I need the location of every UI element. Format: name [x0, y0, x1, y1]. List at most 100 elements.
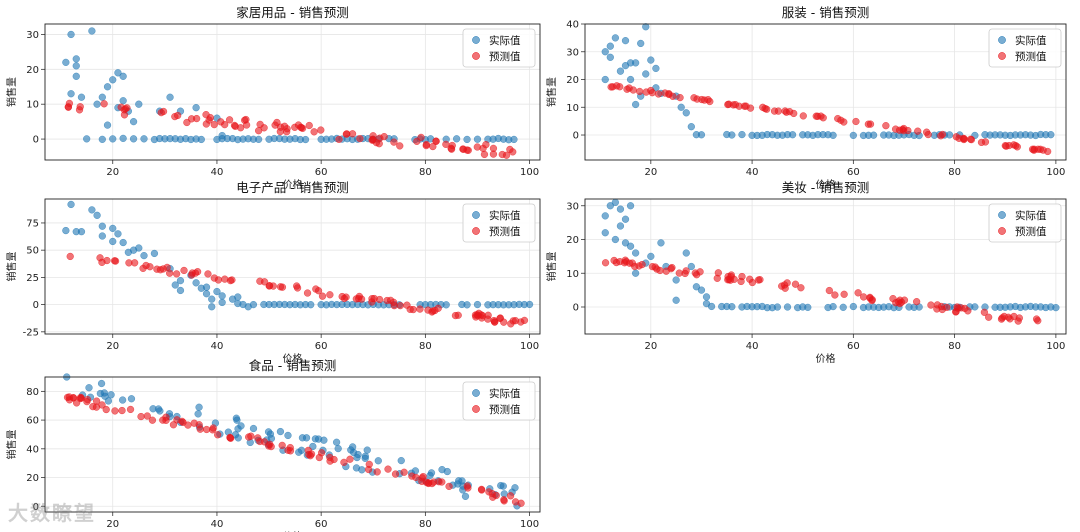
legend-box: [462, 381, 536, 421]
predicted-point: [396, 142, 404, 150]
actual-point: [135, 244, 143, 252]
actual-point: [218, 292, 226, 300]
actual-point: [631, 59, 640, 67]
actual-point: [83, 135, 91, 143]
predicted-point: [260, 278, 269, 286]
x-tick-label: 40: [211, 519, 224, 530]
x-tick-label: 20: [644, 341, 657, 352]
predicted-point: [412, 473, 420, 482]
actual-point: [621, 37, 630, 45]
subplot-title: 家居用品 - 销售预测: [236, 5, 348, 20]
predicted-point: [500, 497, 508, 505]
x-axis-label: 价格: [283, 352, 303, 365]
predicted-point: [738, 272, 746, 281]
actual-point: [672, 276, 680, 284]
predicted-point: [714, 269, 722, 277]
actual-point: [88, 206, 96, 214]
predicted-point: [977, 138, 986, 147]
predicted-point: [89, 402, 97, 411]
predicted-point: [447, 144, 455, 152]
predicted-point: [169, 421, 178, 429]
actual-point: [334, 444, 342, 453]
actual-point: [601, 212, 609, 220]
predicted-point: [653, 265, 661, 273]
actual-point: [687, 123, 695, 131]
predicted-point: [256, 120, 264, 129]
predicted-point: [480, 150, 489, 159]
actual-point: [192, 104, 200, 112]
subplot-title: 电子产品 - 销售预测: [236, 180, 348, 195]
predicted-point: [676, 93, 684, 102]
actual-point: [631, 249, 640, 257]
actual-point: [463, 135, 471, 144]
predicted-point: [952, 133, 960, 141]
plot-frame: [44, 198, 541, 335]
predicted-point: [266, 440, 274, 448]
actual-point: [208, 303, 216, 311]
actual-point: [140, 251, 148, 260]
predicted-point: [1010, 312, 1018, 321]
predicted-point: [98, 258, 106, 266]
x-tick-label: 20: [106, 519, 119, 530]
predicted-point: [413, 137, 421, 145]
actual-point: [176, 277, 185, 285]
x-tick-label: 60: [315, 341, 328, 352]
actual-point: [738, 130, 746, 139]
predicted-point: [825, 286, 834, 295]
y-tick-label: 0: [33, 300, 39, 311]
y-tick-label: 20: [566, 235, 579, 246]
actual-point: [67, 90, 75, 98]
predicted-point: [432, 137, 440, 145]
y-axis-label: 销售量: [5, 252, 18, 282]
predicted-point: [506, 145, 514, 154]
y-tick-label: 40: [26, 444, 39, 455]
predicted-point: [797, 284, 805, 292]
predicted-point: [517, 499, 525, 507]
actual-point: [849, 131, 857, 140]
predicted-point: [854, 289, 862, 297]
predicted-point: [629, 86, 637, 94]
predicted-point: [451, 311, 460, 320]
predicted-point: [840, 118, 848, 126]
predicted-point: [373, 468, 381, 476]
predicted-point: [202, 120, 210, 128]
legend-label-actual: 实际值: [1015, 34, 1047, 47]
x-tick-label: 20: [644, 167, 657, 178]
predicted-point: [812, 112, 820, 120]
predicted-point: [840, 290, 848, 298]
x-tick-label: 100: [520, 341, 539, 352]
actual-point: [374, 457, 382, 465]
actual-point: [452, 135, 461, 143]
actual-point: [114, 230, 122, 238]
actual-point: [631, 269, 640, 277]
actual-point: [103, 83, 112, 91]
predicted-point: [342, 293, 350, 301]
actual-point: [463, 301, 471, 309]
predicted-point: [391, 470, 400, 478]
predicted-point: [781, 107, 789, 115]
y-tick-label: 25: [26, 273, 39, 284]
y-tick-label: 30: [566, 201, 579, 212]
predicted-point: [500, 318, 508, 326]
predicted-point: [967, 135, 976, 144]
actual-point: [202, 290, 211, 298]
legend-label-actual: 实际值: [489, 34, 521, 47]
predicted-point: [1028, 145, 1037, 153]
predicted-point: [431, 306, 439, 315]
actual-point: [72, 55, 80, 63]
predicted-point: [123, 104, 131, 112]
predicted-point: [1010, 141, 1018, 149]
predicted-point: [763, 105, 771, 113]
actual-point: [298, 434, 307, 442]
legend-marker-actual: [472, 36, 480, 44]
predicted-point: [692, 271, 701, 279]
legend-marker-predicted: [998, 227, 1006, 235]
predicted-point: [92, 397, 101, 405]
actual-point: [783, 303, 792, 311]
actual-point: [606, 42, 614, 50]
actual-point: [127, 395, 136, 403]
predicted-point: [636, 87, 644, 96]
actual-point: [442, 301, 450, 309]
predicted-point: [196, 425, 204, 433]
